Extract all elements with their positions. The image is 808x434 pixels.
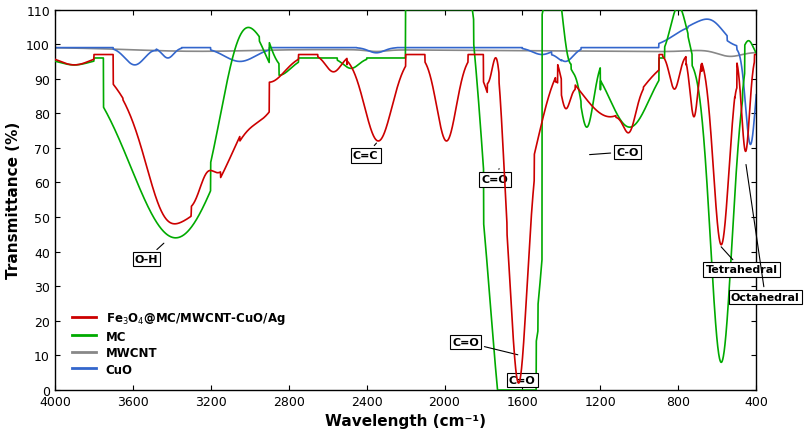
Y-axis label: Transmittance (%): Transmittance (%) — [6, 122, 20, 279]
Text: C=O: C=O — [452, 337, 518, 355]
Text: C=O: C=O — [482, 169, 508, 185]
Text: Octahedral: Octahedral — [731, 165, 800, 302]
Text: Tetrahedral: Tetrahedral — [705, 247, 777, 275]
Text: O-H: O-H — [135, 243, 164, 264]
Legend: Fe$_3$O$_4$@MC/MWCNT-CuO/Ag, MC, MWCNT, CuO: Fe$_3$O$_4$@MC/MWCNT-CuO/Ag, MC, MWCNT, … — [68, 306, 290, 381]
Text: C=C: C=C — [353, 144, 378, 161]
Text: C-O: C-O — [590, 148, 638, 158]
Text: C=O: C=O — [509, 375, 536, 385]
X-axis label: Wavelength (cm⁻¹): Wavelength (cm⁻¹) — [325, 414, 486, 428]
